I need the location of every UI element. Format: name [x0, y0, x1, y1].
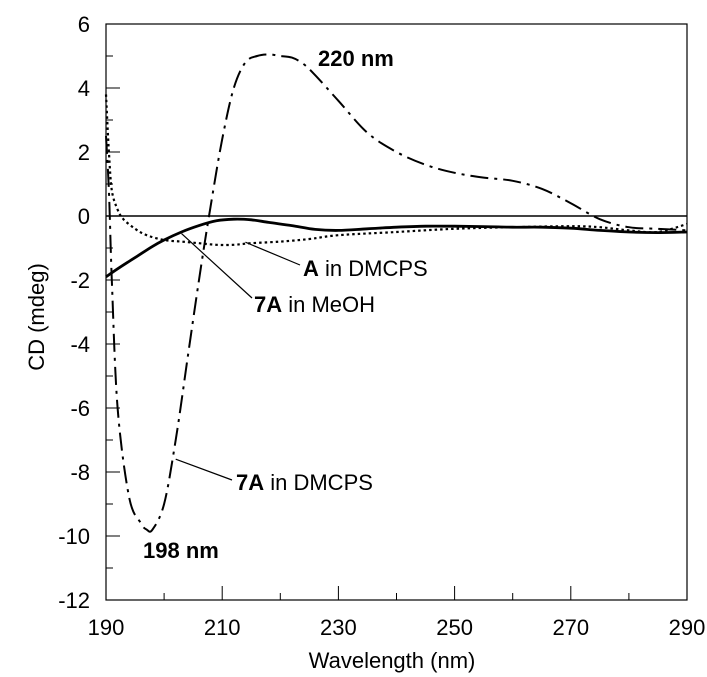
y-tick-label: -8 [70, 460, 90, 485]
annotation-bold-part: A [303, 256, 319, 281]
annotation-7a-in-meoh: 7A in MeOH [254, 292, 375, 317]
series-line-dash-dot [105, 53, 688, 533]
y-tick-label: 2 [78, 140, 90, 165]
annotation-198nm: 198 nm [143, 538, 219, 563]
y-tick-label: 0 [78, 204, 90, 229]
annotation-7a-in-dmcps: 7A in DMCPS [236, 470, 373, 495]
y-tick-label: -4 [70, 332, 90, 357]
series-line-dotted [104, 94, 688, 247]
annotation-text-part: in MeOH [282, 292, 375, 317]
x-tick-label: 290 [669, 615, 706, 640]
y-tick-label: -2 [70, 268, 90, 293]
y-tick-label: -12 [58, 588, 90, 613]
series-layer [104, 53, 688, 533]
annotation-220nm: 220 nm [318, 46, 394, 71]
leader-lines [175, 233, 301, 481]
y-axis-title: CD (mdeg) [24, 263, 49, 371]
axes [105, 23, 688, 601]
x-tick-label: 230 [320, 615, 357, 640]
annotation-text-part: 220 nm [318, 46, 394, 71]
y-tick-label: 4 [78, 76, 90, 101]
y-tick-label: -10 [58, 524, 90, 549]
plot-frame [105, 23, 688, 601]
y-tick-label: -6 [70, 396, 90, 421]
annotation-a-in-dmcps: A in DMCPS [303, 256, 428, 281]
tick-labels: -12 -10 -8 -6 -4 -2 0 2 4 6 190 210 230 250 270 290 [58, 12, 705, 640]
y-tick-label: 6 [78, 12, 90, 37]
annotation-bold-part: 7A [236, 470, 264, 495]
annotation-text-part: 198 nm [143, 538, 219, 563]
annotation-text-part: in DMCPS [319, 256, 428, 281]
x-tick-label: 270 [552, 615, 589, 640]
series-line-solid [105, 217, 688, 278]
leader-line [181, 233, 253, 299]
annotation-text-part: in DMCPS [264, 470, 373, 495]
x-tick-label: 210 [204, 615, 241, 640]
leader-line [245, 241, 301, 266]
x-axis-title: Wavelength (nm) [309, 648, 476, 673]
x-tick-label: 250 [436, 615, 473, 640]
annotation-bold-part: 7A [254, 292, 282, 317]
leader-line [175, 458, 233, 481]
x-tick-label: 190 [88, 615, 125, 640]
